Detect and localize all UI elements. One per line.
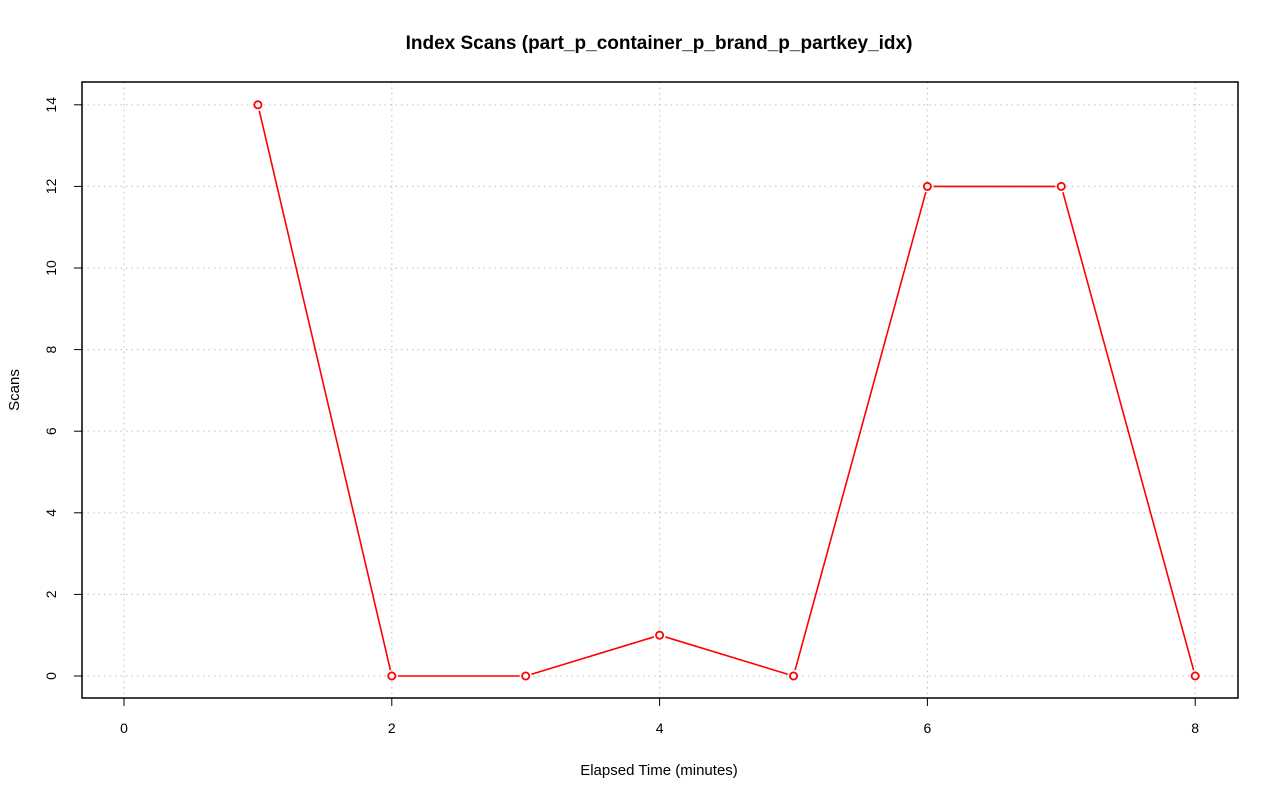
- plot-frame: [81, 81, 1239, 699]
- data-point: [521, 671, 531, 681]
- y-tick-label: 0: [43, 672, 59, 680]
- data-point: [789, 671, 799, 681]
- data-point: [253, 100, 263, 110]
- x-tick-label: 0: [120, 720, 128, 736]
- data-point: [1190, 671, 1200, 681]
- data-point: [387, 671, 397, 681]
- data-series: [253, 100, 1200, 681]
- y-axis-label: Scans: [6, 369, 23, 411]
- data-point: [922, 181, 932, 191]
- data-point: [655, 630, 665, 640]
- x-tick-label: 8: [1191, 720, 1199, 736]
- x-axis-label: Elapsed Time (minutes): [580, 762, 738, 779]
- x-tick-label: 4: [656, 720, 664, 736]
- y-tick-label: 8: [43, 345, 59, 353]
- y-tick-label: 12: [43, 178, 59, 194]
- data-point: [1056, 181, 1066, 191]
- y-tick-label: 6: [43, 427, 59, 435]
- grid-lines: [82, 82, 1238, 698]
- series-line-segment: [794, 191, 927, 671]
- series-line-segment: [531, 636, 655, 676]
- chart-title: Index Scans (part_p_container_p_brand_p_…: [406, 33, 913, 54]
- y-tick-label: 10: [43, 260, 59, 276]
- y-tick-label: 2: [43, 590, 59, 598]
- x-tick-label: 2: [388, 720, 396, 736]
- series-line-segment: [665, 636, 788, 676]
- x-tick-label: 6: [924, 720, 932, 736]
- series-line-segment: [1062, 191, 1195, 671]
- y-tick-label: 4: [43, 509, 59, 517]
- y-tick-label: 14: [43, 97, 59, 113]
- series-line-segment: [258, 110, 392, 671]
- axes: 0 2 4 6 8 0 2 4 6 8 10 12 14: [43, 97, 1199, 736]
